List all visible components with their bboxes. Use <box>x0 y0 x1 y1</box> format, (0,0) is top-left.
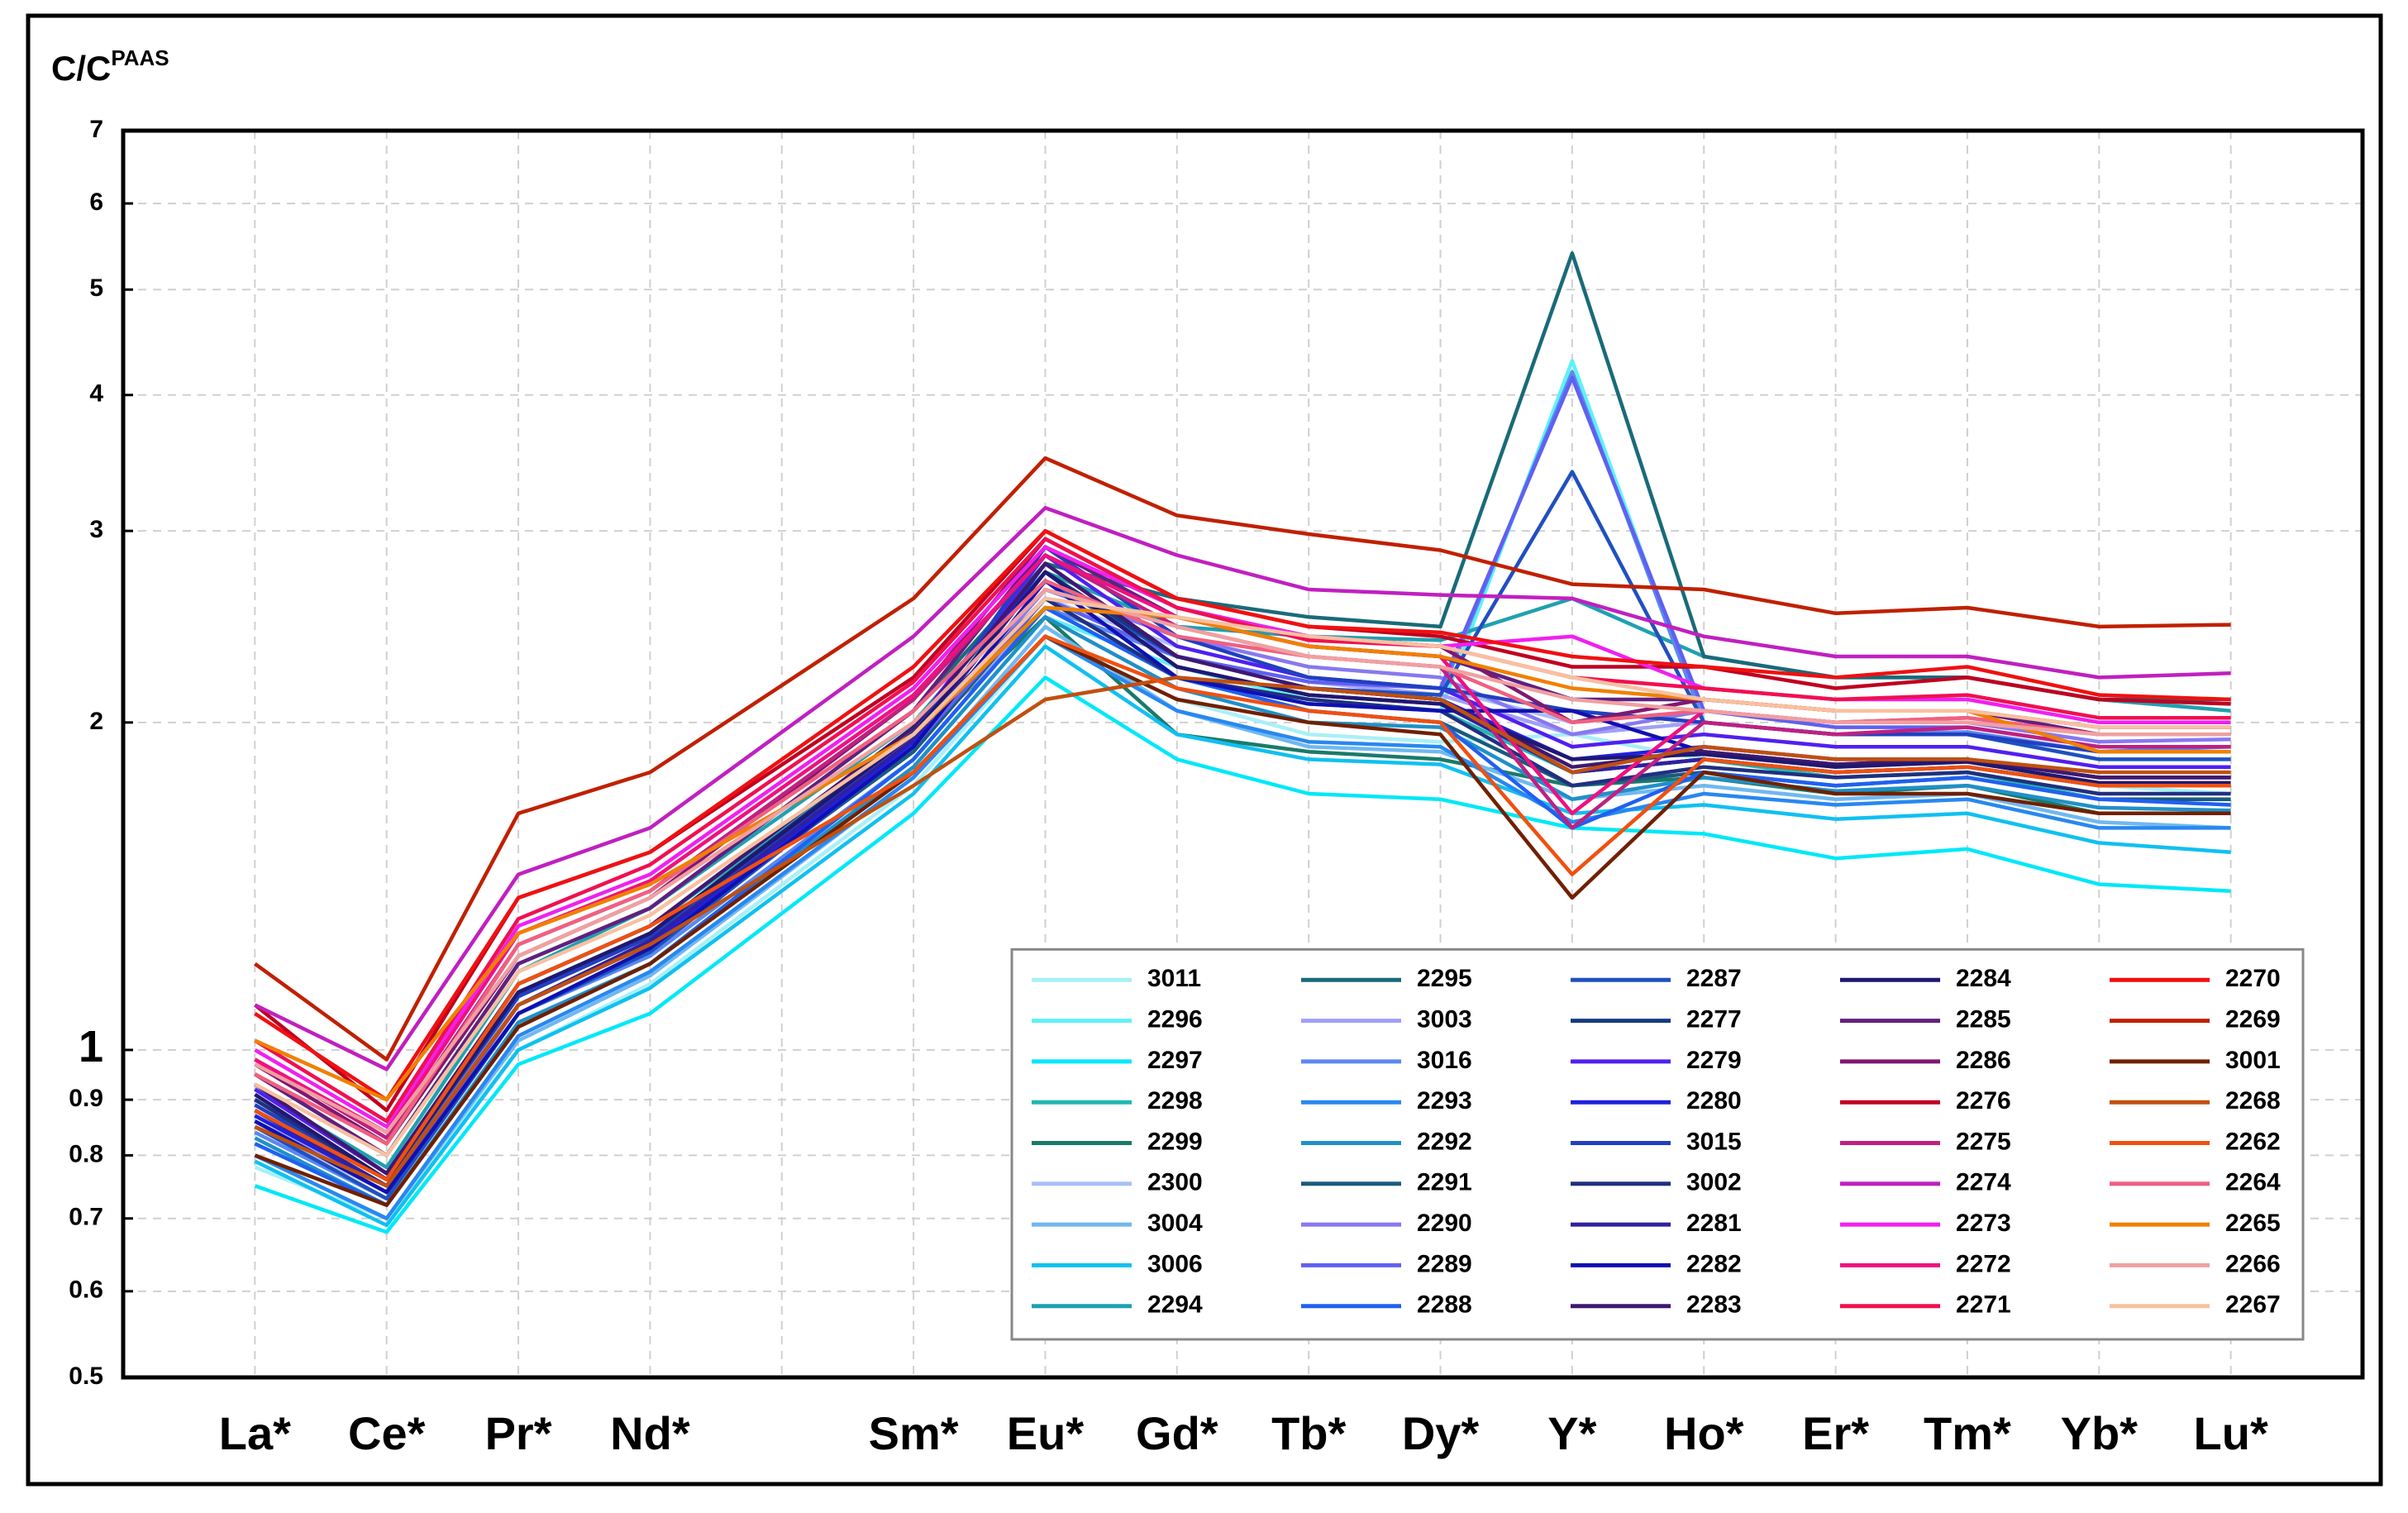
legend-label: 3015 <box>1686 1128 1742 1155</box>
legend-label: 2294 <box>1147 1291 1203 1319</box>
legend-label: 2295 <box>1417 965 1472 992</box>
x-tick-label: Ce* <box>348 1407 426 1459</box>
legend-label: 2292 <box>1417 1128 1472 1155</box>
series-line <box>254 456 2231 1062</box>
legend-label: 3003 <box>1417 1006 1472 1033</box>
y-tick-label: 5 <box>89 274 103 302</box>
series-line <box>254 506 2231 1072</box>
y-tick-label: 1 <box>79 1022 103 1072</box>
y-tick-label: 2 <box>89 708 103 735</box>
x-tick-label: Nd* <box>610 1407 690 1459</box>
legend-label: 3001 <box>2225 1047 2281 1074</box>
legend-label: 2274 <box>1956 1169 2011 1196</box>
y-tick-label: 0.8 <box>69 1140 103 1167</box>
series-line <box>254 596 2231 1157</box>
legend-label: 2290 <box>1417 1210 1472 1237</box>
x-tick-label: Yb* <box>2061 1407 2139 1459</box>
legend-label: 2264 <box>2225 1169 2281 1196</box>
legend-label: 3011 <box>1147 965 1201 992</box>
legend-label: 2283 <box>1686 1291 1742 1319</box>
series-line <box>254 644 2231 1228</box>
legend-label: 2270 <box>2225 965 2281 992</box>
legend-label: 2296 <box>1147 1006 1203 1033</box>
y-tick-label: 0.6 <box>69 1277 103 1304</box>
legend-label: 2300 <box>1147 1169 1203 1196</box>
series-lines <box>253 251 2231 1234</box>
series-line <box>254 587 2231 1134</box>
legend-label: 2277 <box>1686 1006 1742 1033</box>
legend-label: 3002 <box>1686 1169 1742 1196</box>
y-tick-label: 0.7 <box>69 1204 103 1231</box>
y-tick-label: 7 <box>89 116 103 143</box>
y-tick-label: 4 <box>89 380 103 408</box>
legend-label: 2267 <box>2225 1291 2281 1319</box>
series-line <box>254 528 2231 1102</box>
legend-label: 2297 <box>1147 1047 1203 1074</box>
legend-label: 2287 <box>1686 965 1742 992</box>
legend-label: 2265 <box>2225 1210 2281 1237</box>
series-line <box>254 675 2231 1188</box>
x-tick-label: Gd* <box>1136 1407 1218 1459</box>
legend-label: 2281 <box>1686 1210 1742 1237</box>
plot-border <box>121 128 2365 1380</box>
series-line <box>254 537 2231 1124</box>
legend-label: 2272 <box>1956 1250 2011 1277</box>
legend-label: 2285 <box>1956 1006 2011 1033</box>
legend-label: 2291 <box>1417 1169 1472 1196</box>
x-tick-label: Ho* <box>1664 1407 1744 1459</box>
y-tick-label: 0.9 <box>69 1085 103 1112</box>
y-axis-label: C/CPAAS <box>51 45 169 88</box>
x-tick-label: Lu* <box>2194 1407 2268 1459</box>
x-tick-label: Dy* <box>1402 1407 1480 1459</box>
legend-label: 2284 <box>1956 965 2011 992</box>
legend-label: 2262 <box>2225 1128 2281 1155</box>
x-tick-label: Tb* <box>1271 1407 1346 1459</box>
legend-label: 2299 <box>1147 1128 1203 1155</box>
legend-label: 3006 <box>1147 1250 1203 1277</box>
legend-label: 2280 <box>1686 1087 1742 1114</box>
legend-label: 2289 <box>1417 1250 1472 1277</box>
y-tick-label: 3 <box>89 516 103 543</box>
legend-label: 2275 <box>1956 1128 2011 1155</box>
y-label-main: C/C <box>51 49 111 88</box>
y-tick-label: 0.5 <box>69 1363 103 1390</box>
series-line <box>254 634 2231 1220</box>
series-line <box>254 634 2231 1181</box>
series-line <box>254 570 2231 1181</box>
x-tick-label: Pr* <box>485 1407 552 1459</box>
legend-label: 2286 <box>1956 1047 2011 1074</box>
y-tick-label: 6 <box>89 189 103 216</box>
legend-label: 3016 <box>1417 1047 1472 1074</box>
x-tick-label: La* <box>219 1407 291 1459</box>
legend-label: 2273 <box>1956 1210 2011 1237</box>
legend-label: 2298 <box>1147 1087 1203 1114</box>
legend-label: 2293 <box>1417 1087 1472 1114</box>
x-tick-label: Er* <box>1802 1407 1869 1459</box>
legend-label: 2269 <box>2225 1006 2281 1033</box>
x-tick-label: Sm* <box>869 1407 959 1459</box>
legend-label: 2268 <box>2225 1087 2281 1114</box>
x-tick-label: Tm* <box>1924 1407 2011 1459</box>
legend-label: 2276 <box>1956 1087 2011 1114</box>
series-line <box>254 634 2231 1207</box>
legend-label: 2288 <box>1417 1291 1472 1319</box>
legend-label: 2266 <box>2225 1250 2281 1277</box>
legend-label: 2282 <box>1686 1250 1742 1277</box>
legend-label: 2271 <box>1956 1291 2011 1319</box>
series-line <box>254 675 2231 1234</box>
legend-label: 3004 <box>1147 1210 1203 1237</box>
x-tick-label: Eu* <box>1007 1407 1085 1459</box>
series-line <box>254 545 2231 1181</box>
y-label-sup: PAAS <box>111 45 169 70</box>
x-tick-label: Y* <box>1547 1407 1596 1459</box>
legend-label: 2279 <box>1686 1047 1742 1074</box>
